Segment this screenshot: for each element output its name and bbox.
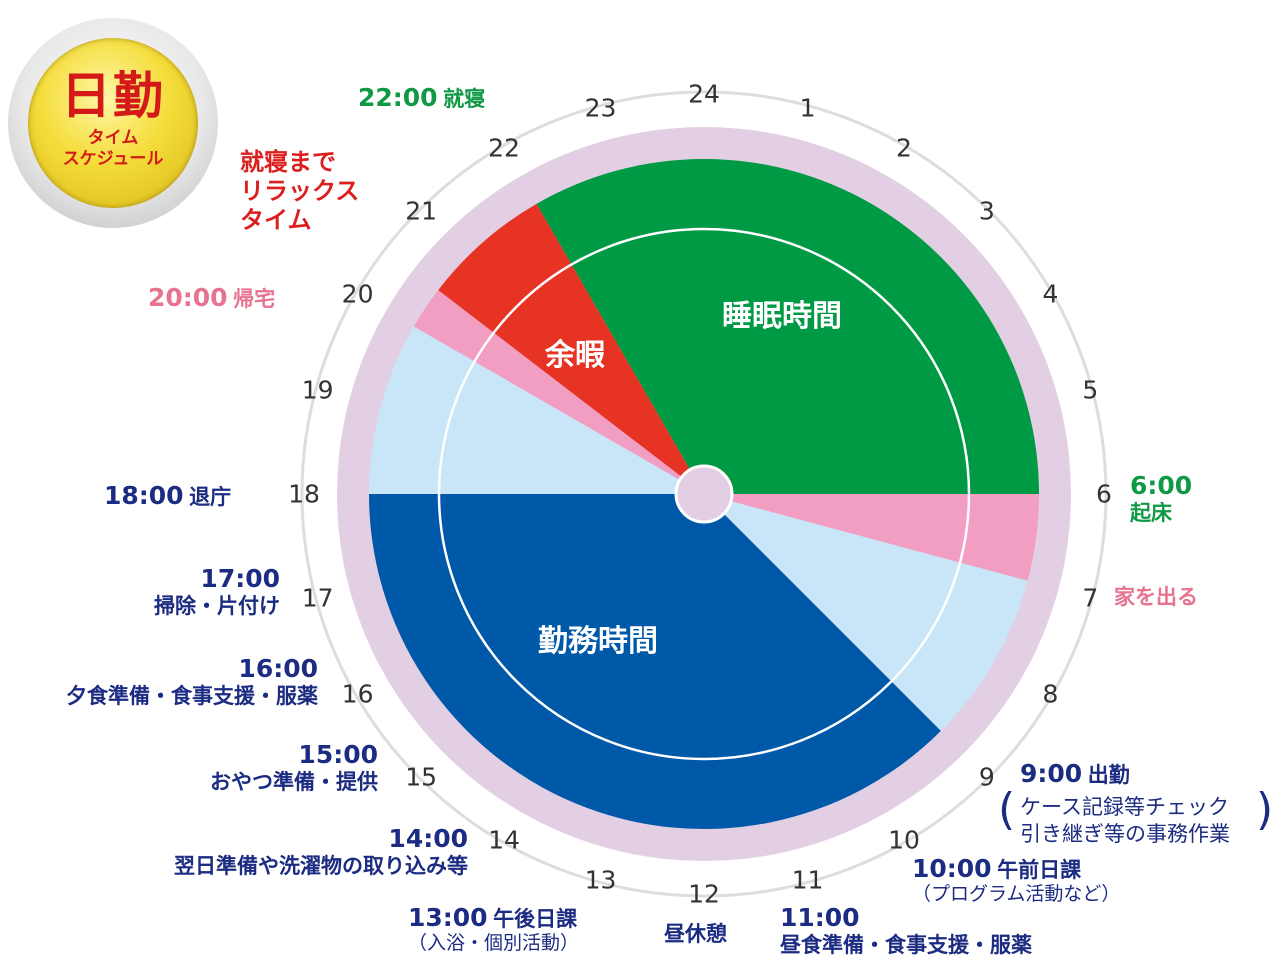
badge-subtitle-line2: スケジュール: [62, 149, 164, 170]
badge-inner: 日勤 タイム スケジュール: [28, 38, 198, 208]
badge-subtitle: タイム スケジュール: [28, 128, 198, 171]
hour-number-1: 1: [799, 93, 816, 123]
hour-number-2: 2: [896, 133, 912, 163]
hour-number-18: 18: [288, 479, 320, 509]
hour-number-20: 20: [341, 279, 374, 309]
event-1700-text: 掃除・片付け: [154, 593, 280, 618]
event-0900-sub1: ケース記録等チェック: [1020, 795, 1229, 819]
event-relax-line3: タイム: [240, 205, 312, 234]
hour-number-5: 5: [1082, 375, 1099, 405]
hour-number-19: 19: [301, 375, 334, 405]
event-0900: 9:00 出勤: [1020, 759, 1130, 789]
hour-number-4: 4: [1042, 279, 1059, 309]
hour-number-11: 11: [791, 865, 824, 895]
event-2000-time: 20:00: [148, 283, 228, 312]
event-1500-time: 15:00: [298, 740, 378, 769]
hour-number-8: 8: [1042, 679, 1059, 709]
event-2200-time: 22:00: [358, 83, 438, 112]
hour-number-23: 23: [584, 93, 617, 123]
event-1300-sub: （入浴・個別活動）: [408, 931, 580, 954]
event-1200: 昼休憩: [664, 922, 727, 946]
outer-hour-circle: [300, 90, 1108, 898]
event-1300: 13:00 午後日課 （入浴・個別活動）: [408, 903, 580, 955]
event-relax-line1: 就寝まで: [240, 148, 336, 176]
event-1000: 10:00 午前日課 （プログラム活動など）: [912, 854, 1121, 906]
hour-number-6: 6: [1096, 479, 1112, 509]
open-paren: (: [998, 784, 1016, 835]
event-0900-details: ケース記録等チェック 引き継ぎ等の事務作業: [1020, 794, 1230, 849]
hour-number-22: 22: [488, 133, 520, 163]
inner-white-circle: [437, 227, 971, 761]
event-1400-time: 14:00: [388, 824, 468, 853]
close-paren: ): [1256, 784, 1274, 835]
event-1400-text: 翌日準備や洗濯物の取り込み等: [174, 853, 468, 878]
event-2000-text: 帰宅: [233, 287, 276, 311]
event-0600-text: 起床: [1130, 500, 1172, 525]
event-1400: 14:00 翌日準備や洗濯物の取り込み等: [60, 824, 468, 878]
event-2200-text: 就寝: [443, 87, 486, 111]
event-1600-text: 夕食準備・食事支援・服薬: [66, 683, 318, 708]
badge-title: 日勤: [61, 67, 165, 125]
event-1300-text: 午後日課: [493, 907, 578, 931]
segment-label-sleep: 睡眠時間: [722, 299, 842, 334]
badge-subtitle-line1: タイム: [87, 128, 139, 148]
event-0900-time: 9:00: [1020, 759, 1083, 788]
event-1100: 11:00 昼食準備・食事支援・服薬: [780, 903, 1032, 957]
event-1100-text: 昼食準備・食事支援・服薬: [780, 932, 1032, 957]
event-2200: 22:00 就寝: [358, 83, 486, 113]
event-relax: 就寝まで リラックス タイム: [240, 148, 359, 234]
hour-number-14: 14: [488, 825, 520, 855]
event-1000-time: 10:00: [912, 854, 992, 883]
hour-number-3: 3: [978, 196, 995, 226]
event-1600-time: 16:00: [238, 654, 318, 683]
hour-number-15: 15: [405, 762, 438, 792]
event-2000: 20:00 帰宅: [148, 283, 276, 313]
hour-number-12: 12: [688, 879, 720, 909]
hour-number-16: 16: [341, 679, 374, 709]
event-1000-text: 午前日課: [997, 858, 1082, 882]
segment-3: [704, 494, 1028, 731]
event-1500-text: おやつ準備・提供: [210, 769, 378, 794]
segment-2: [704, 494, 1039, 581]
hour-number-17: 17: [301, 583, 334, 613]
hour-number-10: 10: [888, 825, 920, 855]
event-0700: 家を出る: [1114, 585, 1198, 609]
hour-number-13: 13: [584, 865, 617, 895]
segment-label-work: 勤務時間: [538, 624, 658, 659]
event-relax-line2: リラックス: [240, 176, 360, 205]
event-1600: 16:00 夕食準備・食事支援・服薬: [0, 654, 318, 708]
segment-7: [438, 203, 704, 495]
event-0900-sub2: 引き継ぎ等の事務作業: [1020, 822, 1230, 847]
event-0700-text: 家を出る: [1114, 585, 1198, 609]
event-1500: 15:00 おやつ準備・提供: [150, 740, 378, 794]
event-1700: 17:00 掃除・片付け: [100, 564, 280, 618]
event-1000-sub: （プログラム活動など）: [912, 882, 1121, 905]
hour-number-24: 24: [688, 79, 720, 109]
event-1800-text: 退庁: [189, 485, 232, 509]
segment-5: [369, 326, 704, 494]
event-0600-time: 6:00: [1130, 471, 1193, 500]
event-1100-time: 11:00: [780, 903, 860, 932]
segment-1: [536, 158, 1039, 494]
event-1200-text: 昼休憩: [664, 922, 727, 946]
segment-label-leisure: 余暇: [545, 338, 605, 373]
event-1800: 18:00 退庁: [104, 481, 232, 511]
event-1300-time: 13:00: [408, 903, 488, 932]
event-0900-text: 出勤: [1087, 763, 1130, 787]
event-1800-time: 18:00: [104, 481, 184, 510]
segment-4: [369, 494, 941, 830]
day-shift-badge: 日勤 タイム スケジュール: [8, 18, 218, 228]
center-hub: [674, 464, 734, 524]
hour-number-21: 21: [405, 196, 438, 226]
event-0600: 6:00 起床: [1130, 471, 1193, 525]
hour-number-7: 7: [1082, 583, 1099, 613]
hour-number-9: 9: [978, 762, 995, 792]
event-1700-time: 17:00: [200, 564, 280, 593]
